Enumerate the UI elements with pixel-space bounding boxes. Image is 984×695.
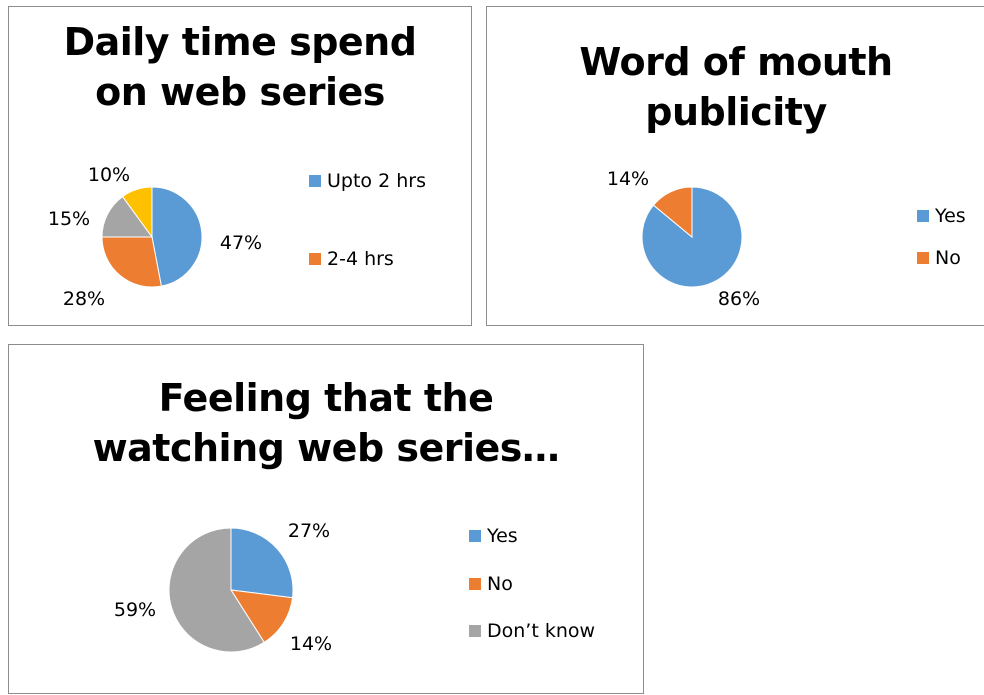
legend-swatch xyxy=(469,530,481,542)
pie-slice-upto-2-hrs xyxy=(151,186,203,287)
pie-slice-no xyxy=(652,186,693,239)
chart-panel-feeling: Feeling that the watching web series… 27… xyxy=(8,344,644,694)
chart-title: Word of mouth publicity xyxy=(487,37,984,137)
chart-title: Feeling that the watching web series… xyxy=(9,373,643,473)
pie-slice-yes xyxy=(230,527,294,599)
pie-slice-unlabeled-3 xyxy=(121,186,153,239)
chart-title-line-2: watching web series… xyxy=(92,426,560,470)
legend-swatch xyxy=(309,253,321,265)
chart-title-line-1: Word of mouth xyxy=(579,40,893,84)
pie-slice-don-t-know xyxy=(168,527,265,653)
chart-title-line-1: Feeling that the xyxy=(158,376,494,420)
data-label: 28% xyxy=(63,288,105,310)
pie-chart-svg: 27% 14% 59% Yes No Don’t know xyxy=(114,520,595,655)
legend-label: 2-4 hrs xyxy=(327,248,394,270)
legend-label: Upto 2 hrs xyxy=(327,170,426,192)
legend-swatch xyxy=(917,210,929,222)
data-label: 15% xyxy=(48,208,90,230)
data-label: 59% xyxy=(114,599,156,621)
data-label: 27% xyxy=(288,520,330,542)
pie-chart-svg: 86% 14% Yes No xyxy=(607,168,966,310)
data-label: 14% xyxy=(607,168,649,190)
legend-label: Don’t know xyxy=(487,620,595,642)
legend-swatch xyxy=(469,625,481,637)
legend-label: Yes xyxy=(486,525,518,547)
chart-panel-daily-time: Daily time spend on web series 47% 28% 15%… xyxy=(8,6,472,326)
chart-title-line-2: on web series xyxy=(95,70,385,114)
chart-title-line-2: publicity xyxy=(645,90,827,134)
data-label: 86% xyxy=(718,288,760,310)
pie-slice-no xyxy=(230,589,294,644)
legend-swatch xyxy=(917,252,929,264)
chart-title-line-1: Daily time spend xyxy=(63,20,417,64)
data-label: 10% xyxy=(88,164,130,186)
data-label: 47% xyxy=(220,232,262,254)
legend-swatch xyxy=(309,175,321,187)
chart-panel-word-of-mouth: Word of mouth publicity 86% 14% Yes No xyxy=(486,6,984,326)
legend-label: Yes xyxy=(934,205,966,227)
chart-title: Daily time spend on web series xyxy=(9,17,471,117)
pie-slice-2-4-hrs xyxy=(101,236,162,288)
data-label: 14% xyxy=(290,633,332,655)
legend-label: No xyxy=(487,573,513,595)
pie-chart-svg: 47% 28% 15% 10% Upto 2 hrs 2-4 hrs xyxy=(48,164,426,310)
legend-swatch xyxy=(469,578,481,590)
legend-label: No xyxy=(935,247,961,269)
